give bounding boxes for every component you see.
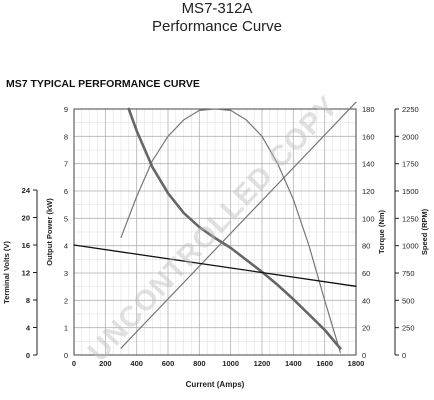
speed-tick-label: 250 [402,324,415,333]
x-tick-label: 1800 [348,359,365,368]
volts-axis-label: Terminal Volts (V) [2,241,11,304]
x-tick-label: 200 [99,359,112,368]
chart-title: MS7 TYPICAL PERFORMANCE CURVE [6,78,200,90]
series-torque-line [120,101,357,349]
torque-axis-label: Torque (Nm) [377,209,386,254]
power-tick-label: 3 [64,269,68,278]
speed-tick-label: 2250 [402,105,419,114]
power-tick-label: 7 [64,160,68,169]
volts-tick-label: 16 [22,241,30,250]
torque-tick-label: 120 [362,187,375,196]
torque-tick-label: 180 [362,105,375,114]
x-tick-label: 1600 [316,359,333,368]
volts-tick-label: 24 [22,186,31,195]
power-tick-label: 9 [64,105,68,114]
x-tick-label: 400 [130,359,143,368]
speed-tick-label: 500 [402,296,415,305]
chart-subtitle: Performance Curve [151,18,283,35]
torque-tick-label: 20 [362,324,370,333]
x-tick-label: 1200 [254,359,271,368]
watermark-text: UNCONTROLLED COPY [82,90,344,368]
x-tick-label: 800 [193,359,206,368]
series-volts-line [73,244,357,287]
torque-tick-label: 100 [362,214,375,223]
speed-tick-label: 1750 [402,160,419,169]
x-tick-label: 0 [72,359,76,368]
x-tick-label: 1400 [285,359,302,368]
power-tick-label: 5 [64,214,68,223]
model-title: MS7-312A [181,0,253,17]
x-axis-label: Current (Amps) [186,380,245,389]
power-tick-label: 8 [64,132,68,141]
power-tick-label: 0 [64,351,68,360]
power-tick-label: 1 [64,324,68,333]
volts-tick-label: 4 [26,324,31,333]
volts-tick-label: 20 [22,214,30,223]
torque-tick-label: 60 [362,269,370,278]
torque-tick-label: 0 [362,351,366,360]
volts-tick-label: 8 [26,296,30,305]
power-axis-label: Output Power (kW) [45,198,54,266]
speed-axis-label: Speed (RPM) [420,208,429,255]
x-tick-label: 1000 [222,359,239,368]
volts-tick-label: 12 [22,269,30,278]
series-power-line [120,108,341,353]
power-tick-label: 2 [64,296,68,305]
speed-tick-label: 1000 [402,242,419,251]
x-tick-label: 600 [162,359,175,368]
speed-tick-label: 1250 [402,214,419,223]
torque-tick-label: 40 [362,296,370,305]
speed-tick-label: 1500 [402,187,419,196]
volts-tick-label: 0 [26,351,30,360]
speed-tick-label: 750 [402,269,415,278]
series-speed-line [127,107,342,350]
torque-tick-label: 160 [362,132,375,141]
speed-tick-label: 0 [402,351,406,360]
power-tick-label: 6 [64,187,68,196]
torque-tick-label: 140 [362,160,375,169]
power-tick-label: 4 [64,242,68,251]
torque-tick-label: 80 [362,242,370,251]
speed-tick-label: 2000 [402,132,419,141]
